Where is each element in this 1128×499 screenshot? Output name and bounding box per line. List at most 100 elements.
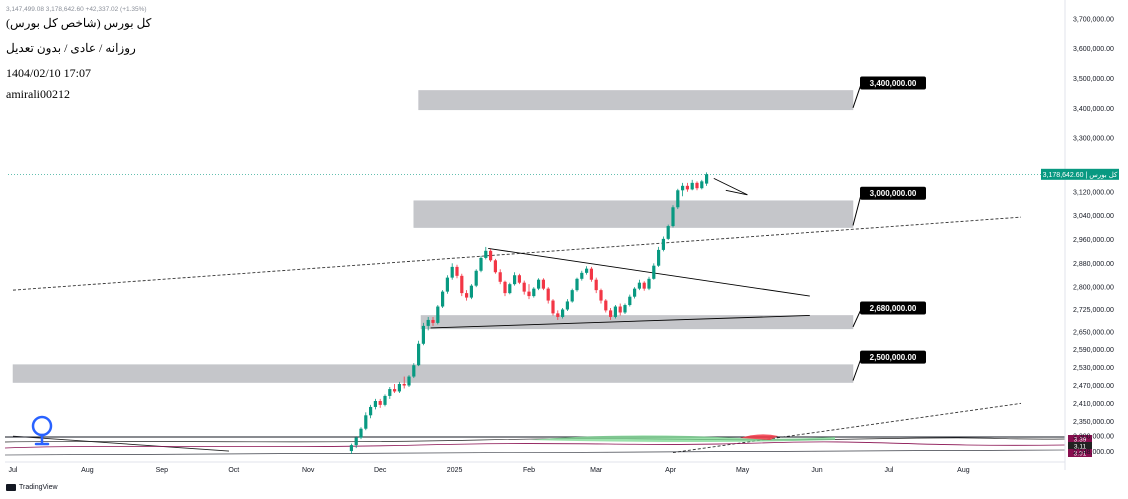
candle-body[interactable] [421, 325, 425, 344]
candle-body[interactable] [695, 182, 699, 189]
candle-body[interactable] [508, 284, 512, 294]
zone-3[interactable] [12, 364, 854, 383]
candle-body[interactable] [522, 282, 526, 292]
candle-body[interactable] [527, 291, 531, 297]
candle-body[interactable] [417, 343, 421, 366]
indicator-baseline [4, 449, 1066, 456]
price-tick-label: 3,500,000.00 [1073, 76, 1114, 83]
candle-body[interactable] [474, 270, 478, 286]
candle-body[interactable] [426, 319, 430, 326]
candle-body[interactable] [373, 400, 377, 407]
candle-body[interactable] [484, 250, 488, 258]
candle-body[interactable] [637, 282, 641, 289]
candle-body[interactable] [402, 384, 406, 386]
candle-body[interactable] [469, 285, 473, 298]
candle-body[interactable] [661, 238, 665, 250]
price-tick-label: 2,248,000.00 [1073, 449, 1114, 456]
candle-body[interactable] [618, 306, 622, 313]
candle-body[interactable] [609, 310, 613, 317]
candle-body[interactable] [383, 395, 387, 405]
candle-body[interactable] [551, 300, 555, 314]
candle-body[interactable] [681, 185, 685, 191]
candle-body[interactable] [441, 291, 445, 307]
candle-body[interactable] [513, 275, 517, 285]
tradingview-icon [6, 484, 16, 491]
candle-body[interactable] [460, 275, 464, 294]
candle-body[interactable] [393, 389, 397, 392]
candle-body[interactable] [541, 279, 545, 289]
zone-0[interactable] [418, 90, 854, 111]
candle-body[interactable] [613, 306, 617, 317]
candle-body[interactable] [431, 319, 435, 323]
candle-body[interactable] [565, 301, 569, 310]
candle-body[interactable] [397, 384, 401, 392]
candle-body[interactable] [589, 268, 593, 280]
candle-body[interactable] [436, 306, 440, 323]
trend-line-4[interactable] [725, 189, 748, 196]
candle-body[interactable] [671, 207, 675, 227]
candle-body[interactable] [628, 296, 632, 306]
candle-body[interactable] [642, 282, 646, 289]
candle-body[interactable] [450, 266, 454, 278]
indicator-value-box [1068, 442, 1092, 450]
candle-body[interactable] [364, 415, 368, 429]
trend-line-3[interactable] [713, 177, 748, 196]
candle-body[interactable] [700, 181, 704, 189]
candle-body[interactable] [532, 288, 536, 297]
candle-body[interactable] [556, 313, 560, 317]
zone-callout-line [852, 309, 862, 328]
zone-1[interactable] [413, 200, 854, 228]
candle-body[interactable] [455, 266, 459, 276]
candle-body[interactable] [690, 182, 694, 190]
candle-body[interactable] [498, 272, 502, 282]
candle-body[interactable] [647, 278, 651, 289]
alert-icon[interactable] [28, 414, 56, 448]
candle-body[interactable] [493, 260, 497, 273]
zone-2[interactable] [420, 315, 854, 330]
candle-body[interactable] [489, 250, 493, 261]
candle-body[interactable] [585, 268, 589, 273]
last-price-label: کل بورس | 3,178,642.60 [1043, 171, 1118, 179]
candle-body[interactable] [378, 400, 382, 405]
symbol-title[interactable]: کل بورس (شاخص کل بورس) [6, 16, 152, 30]
candle-body[interactable] [570, 290, 574, 302]
candle-body[interactable] [604, 300, 608, 311]
candle-body[interactable] [599, 290, 603, 301]
candle-body[interactable] [354, 437, 358, 446]
trend-line-0[interactable] [12, 216, 1022, 291]
candle-body[interactable] [657, 249, 661, 266]
trend-line-1[interactable] [430, 315, 810, 329]
candle-body[interactable] [479, 257, 483, 271]
candle-body[interactable] [666, 226, 670, 239]
candle-body[interactable] [369, 406, 373, 416]
candle-body[interactable] [575, 278, 579, 291]
candle-body[interactable] [652, 265, 656, 279]
candle-body[interactable] [517, 275, 521, 283]
candle-body[interactable] [412, 365, 416, 377]
candle-body[interactable] [705, 174, 709, 184]
candle-body[interactable] [594, 279, 598, 291]
candle-body[interactable] [546, 288, 550, 301]
trend-line-5[interactable] [672, 402, 1022, 453]
candle-body[interactable] [580, 272, 584, 279]
candle-body[interactable] [503, 281, 507, 294]
trend-line-6[interactable] [12, 435, 230, 452]
candle-body[interactable] [537, 279, 541, 289]
candle-body[interactable] [633, 288, 637, 297]
candle-body[interactable] [445, 277, 449, 292]
candle-body[interactable] [685, 185, 689, 190]
candle-body[interactable] [359, 428, 363, 438]
ohlc-readout: 3,147,499.08 3,178,642.60 +42,337.02 (+1… [6, 6, 147, 13]
interval-label: روزانه / عادی / بدون تعدیل [6, 41, 136, 55]
candle-body[interactable] [349, 445, 353, 452]
candle-body[interactable] [623, 305, 627, 313]
candle-body[interactable] [388, 389, 392, 396]
candle-body[interactable] [676, 190, 680, 208]
candle-body[interactable] [465, 293, 469, 298]
trend-line-2[interactable] [488, 247, 810, 297]
candle-body[interactable] [407, 376, 411, 386]
tradingview-logo[interactable]: TradingView [6, 484, 58, 491]
candle-body[interactable] [561, 309, 565, 317]
